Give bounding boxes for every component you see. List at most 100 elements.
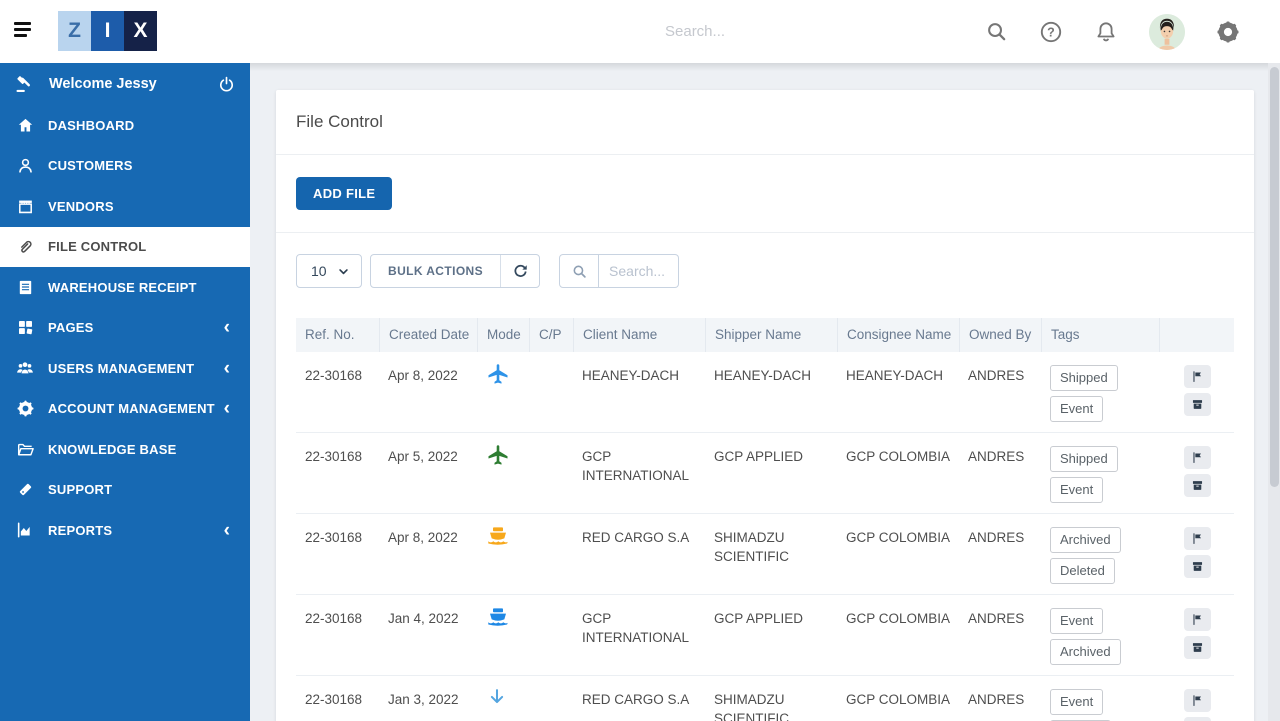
ref-no-cell: 22-30168 — [305, 449, 363, 464]
user-avatar[interactable] — [1149, 13, 1185, 50]
table-controls: 10 BULK ACTIONS — [276, 233, 1254, 288]
sidebar-item-pages[interactable]: PAGES ‹ — [0, 308, 250, 349]
logo-letter-i: I — [91, 11, 124, 51]
users-icon — [14, 358, 36, 378]
search-icon[interactable] — [985, 20, 1008, 43]
tag-badge: Archived — [1050, 639, 1121, 665]
row-actions — [1159, 595, 1234, 675]
sidebar-item-label: USERS MANAGEMENT — [48, 360, 195, 376]
ref-no-cell: 22-30168 — [305, 530, 363, 545]
bulk-actions-button[interactable]: BULK ACTIONS — [371, 255, 500, 287]
group-divider — [500, 255, 502, 287]
global-search-input[interactable] — [665, 23, 925, 40]
pages-icon — [14, 318, 36, 337]
settings-icon[interactable] — [1216, 20, 1240, 44]
arrow-down-icon — [477, 676, 529, 721]
ticket-icon — [14, 480, 36, 499]
flag-icon[interactable] — [1183, 365, 1211, 388]
archive-icon[interactable] — [1183, 393, 1211, 416]
sidebar-item-users-management[interactable]: USERS MANAGEMENT ‹ — [0, 348, 250, 389]
sidebar-item-label: FILE CONTROL — [48, 239, 147, 255]
power-icon[interactable] — [217, 75, 236, 94]
sidebar-item-file-control[interactable]: FILE CONTROL — [0, 226, 250, 267]
notifications-icon[interactable] — [1094, 20, 1118, 44]
sidebar-item-warehouse-receipt[interactable]: WAREHOUSE RECEIPT — [0, 267, 250, 308]
table-row: 22-30168 Apr 8, 2022 RED CARGO S.A SHIMADZU… — [296, 514, 1234, 595]
svg-text:?: ? — [1047, 25, 1055, 39]
cp-cell — [529, 514, 573, 594]
flag-icon[interactable] — [1183, 689, 1211, 712]
sidebar-item-customers[interactable]: CUSTOMERS — [0, 146, 250, 187]
owned-by-cell: ANDRES — [968, 449, 1025, 464]
tag-badge: Event — [1050, 396, 1104, 422]
customers-icon — [14, 156, 36, 175]
column-header-created-date: Created Date — [379, 318, 477, 352]
chart-icon — [14, 520, 36, 540]
client-name-cell: RED CARGO S.A — [582, 530, 690, 545]
sidebar-item-dashboard[interactable]: DASHBOARD — [0, 105, 250, 146]
archive-icon[interactable] — [1183, 474, 1211, 497]
cp-cell — [529, 433, 573, 513]
column-header-mode: Mode — [477, 318, 529, 352]
sidebar: Welcome Jessy DASHBOARD CUSTOMERS VENDORS F… — [0, 63, 250, 721]
table-search-icon[interactable] — [559, 254, 600, 288]
tags-cell: Shipped Event — [1041, 352, 1159, 432]
table-row: 22-30168 Jan 4, 2022 GCP INTERNATIONAL GCP … — [296, 595, 1234, 676]
ship-icon — [477, 595, 529, 675]
files-table: Ref. No. Created Date Mode C/P Client Name Sh… — [296, 318, 1234, 721]
flag-icon[interactable] — [1183, 446, 1211, 469]
airplane-icon — [477, 352, 529, 432]
chevron-left-icon: ‹ — [223, 519, 230, 541]
client-name-cell: RED CARGO S.A — [582, 692, 690, 707]
refresh-icon[interactable] — [501, 255, 539, 287]
owned-by-cell: ANDRES — [968, 611, 1025, 626]
archive-icon[interactable] — [1183, 555, 1211, 578]
sidebar-item-label: DASHBOARD — [48, 117, 135, 133]
scrollbar-thumb[interactable] — [1269, 67, 1279, 487]
table-search-input[interactable] — [599, 254, 680, 288]
file-control-card: File Control ADD FILE 10 BULK ACTIONS Re… — [276, 90, 1254, 721]
top-navbar: Z I X ? — [0, 0, 1280, 63]
page-size-select[interactable]: 10 — [296, 254, 362, 288]
shipper-name-cell: HEANEY-DACH — [714, 368, 812, 383]
consignee-name-cell: GCP COLOMBIA — [846, 530, 951, 545]
tags-cell: Archived Deleted — [1041, 514, 1159, 594]
archive-icon[interactable] — [1183, 636, 1211, 659]
cp-cell — [529, 676, 573, 721]
card-header: File Control — [276, 90, 1254, 155]
app-logo[interactable]: Z I X — [58, 11, 157, 51]
menu-icon[interactable] — [14, 22, 34, 40]
chevron-down-icon — [336, 264, 351, 279]
row-actions — [1159, 676, 1234, 721]
tag-badge: Event — [1050, 689, 1104, 715]
created-date-cell: Apr 8, 2022 — [388, 530, 458, 545]
sidebar-item-support[interactable]: SUPPORT — [0, 470, 250, 511]
created-date-cell: Apr 5, 2022 — [388, 449, 458, 464]
archive-icon[interactable] — [1183, 717, 1211, 721]
table-search — [559, 254, 680, 288]
sidebar-item-knowledge-base[interactable]: KNOWLEDGE BASE — [0, 429, 250, 470]
flag-icon[interactable] — [1183, 527, 1211, 550]
sidebar-item-label: CUSTOMERS — [48, 158, 133, 174]
airplane-icon — [477, 433, 529, 513]
folder-icon — [14, 440, 36, 459]
add-file-button[interactable]: ADD FILE — [296, 177, 393, 210]
flag-icon[interactable] — [1183, 608, 1211, 631]
sidebar-item-reports[interactable]: REPORTS ‹ — [0, 510, 250, 551]
sidebar-item-account-management[interactable]: ACCOUNT MANAGEMENT ‹ — [0, 389, 250, 430]
sidebar-item-vendors[interactable]: VENDORS — [0, 186, 250, 227]
column-header-tags: Tags — [1041, 318, 1159, 352]
help-icon[interactable]: ? — [1039, 20, 1063, 44]
consignee-name-cell: GCP COLOMBIA — [846, 692, 951, 707]
chevron-left-icon: ‹ — [223, 357, 230, 379]
sidebar-item-label: WAREHOUSE RECEIPT — [48, 279, 197, 295]
sidebar-item-label: PAGES — [48, 320, 94, 336]
tags-cell: EventArrived — [1041, 676, 1159, 721]
column-header-ref-no-: Ref. No. — [305, 327, 355, 342]
ref-no-cell: 22-30168 — [305, 611, 363, 626]
home-icon — [14, 116, 36, 135]
row-actions — [1159, 433, 1234, 513]
tag-badge: Shipped — [1050, 446, 1118, 472]
tag-badge: Deleted — [1050, 558, 1115, 584]
vertical-scrollbar[interactable] — [1268, 63, 1280, 721]
